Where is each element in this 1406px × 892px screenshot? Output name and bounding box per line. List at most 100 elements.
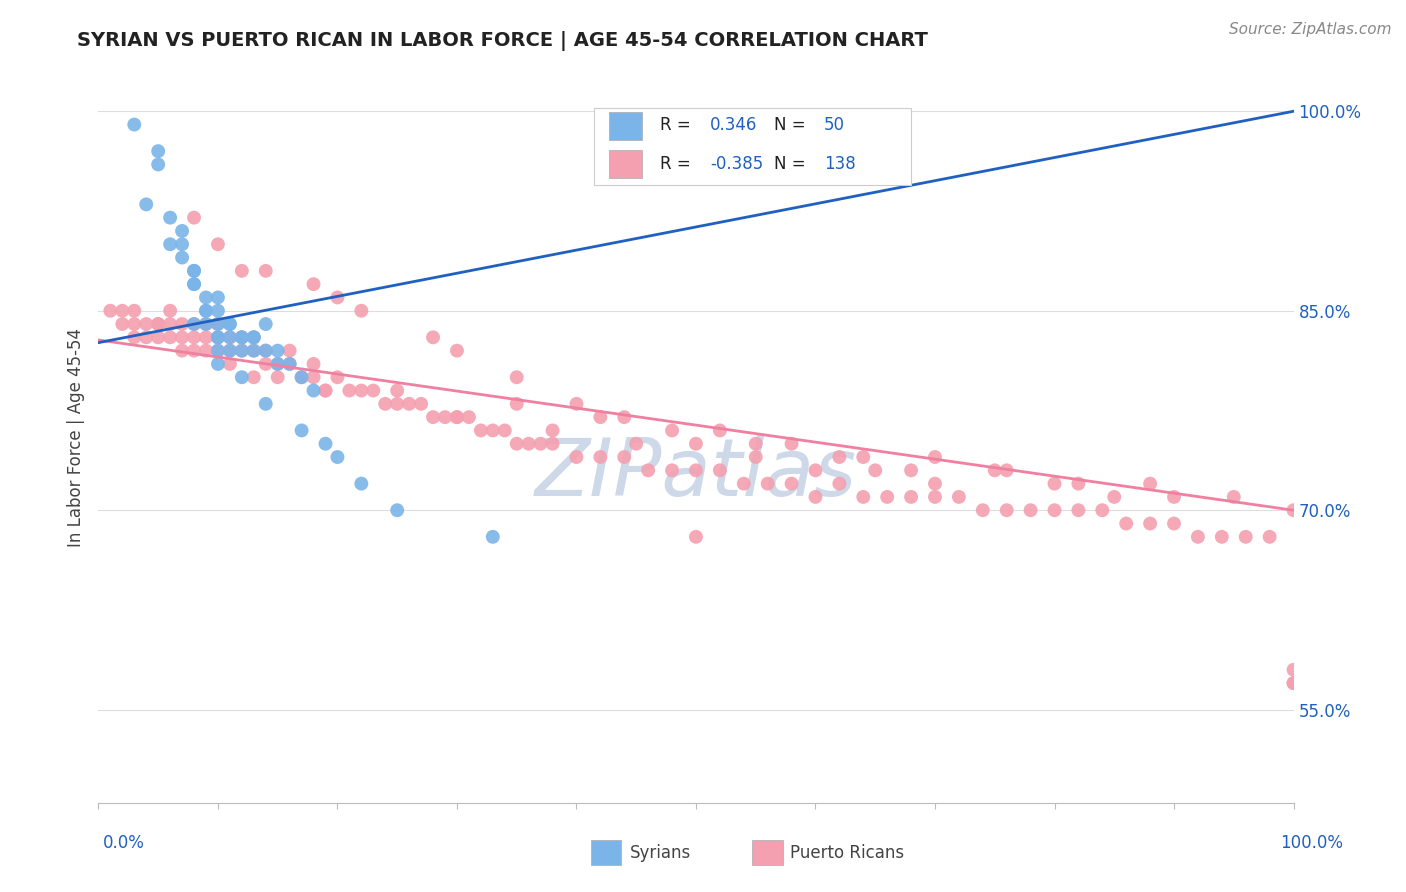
- Point: [326, 290, 349, 304]
- Point: [446, 343, 468, 358]
- Bar: [609, 112, 643, 140]
- Point: [291, 370, 314, 384]
- Text: N =: N =: [773, 154, 806, 172]
- Text: 0.346: 0.346: [710, 116, 758, 134]
- Point: [385, 384, 409, 398]
- Point: [350, 476, 373, 491]
- Point: [159, 317, 181, 331]
- Point: [709, 463, 731, 477]
- Point: [995, 463, 1018, 477]
- Point: [254, 343, 277, 358]
- Point: [172, 330, 194, 344]
- Point: [1163, 490, 1185, 504]
- Point: [124, 317, 146, 331]
- Point: [900, 463, 922, 477]
- Point: [254, 397, 277, 411]
- Point: [219, 330, 242, 344]
- Point: [159, 237, 181, 252]
- Point: [231, 343, 253, 358]
- Point: [1258, 530, 1281, 544]
- Point: [626, 436, 648, 450]
- Point: [207, 317, 229, 331]
- Point: [183, 343, 205, 358]
- Point: [267, 357, 290, 371]
- Point: [195, 330, 218, 344]
- Point: [172, 237, 194, 252]
- Point: [159, 211, 181, 225]
- Point: [1104, 490, 1126, 504]
- Point: [1067, 476, 1090, 491]
- Point: [924, 476, 946, 491]
- Point: [481, 530, 505, 544]
- Point: [530, 436, 553, 450]
- Point: [278, 357, 301, 371]
- Point: [243, 370, 266, 384]
- Point: [1187, 530, 1209, 544]
- Text: Puerto Ricans: Puerto Ricans: [790, 844, 904, 862]
- Point: [291, 370, 314, 384]
- Point: [828, 476, 851, 491]
- Point: [1282, 676, 1305, 690]
- Point: [506, 436, 529, 450]
- Point: [804, 490, 827, 504]
- Point: [661, 424, 683, 438]
- Text: -0.385: -0.385: [710, 154, 763, 172]
- Point: [972, 503, 994, 517]
- Point: [1043, 476, 1066, 491]
- Point: [1223, 490, 1246, 504]
- Point: [135, 317, 157, 331]
- Point: [326, 450, 349, 464]
- Point: [124, 118, 146, 132]
- Point: [1163, 516, 1185, 531]
- Point: [159, 303, 181, 318]
- Point: [1043, 503, 1066, 517]
- Text: Syrians: Syrians: [630, 844, 692, 862]
- Point: [315, 384, 337, 398]
- Point: [267, 370, 290, 384]
- Point: [207, 330, 229, 344]
- Point: [183, 211, 205, 225]
- Point: [183, 264, 205, 278]
- Point: [1282, 676, 1305, 690]
- Point: [148, 144, 170, 158]
- Point: [207, 303, 229, 318]
- Point: [1211, 530, 1233, 544]
- Point: [135, 197, 157, 211]
- Point: [470, 424, 492, 438]
- Point: [172, 343, 194, 358]
- Point: [446, 410, 468, 425]
- Point: [207, 317, 229, 331]
- Point: [219, 357, 242, 371]
- Point: [613, 450, 636, 464]
- Point: [458, 410, 481, 425]
- Point: [219, 330, 242, 344]
- Point: [172, 317, 194, 331]
- Point: [254, 343, 277, 358]
- Point: [374, 397, 396, 411]
- Point: [828, 450, 851, 464]
- Point: [231, 343, 253, 358]
- Point: [948, 490, 970, 504]
- Text: ZIPatlas: ZIPatlas: [534, 434, 858, 513]
- Point: [1282, 503, 1305, 517]
- Point: [613, 410, 636, 425]
- Point: [254, 317, 277, 331]
- Point: [709, 424, 731, 438]
- Point: [195, 343, 218, 358]
- Text: 50: 50: [824, 116, 845, 134]
- Point: [506, 370, 529, 384]
- Text: 100.0%: 100.0%: [1279, 834, 1343, 852]
- Point: [183, 277, 205, 292]
- Point: [398, 397, 420, 411]
- Point: [756, 476, 779, 491]
- Point: [494, 424, 516, 438]
- Point: [195, 303, 218, 318]
- Point: [589, 450, 612, 464]
- Point: [148, 317, 170, 331]
- Point: [924, 450, 946, 464]
- Point: [1139, 516, 1161, 531]
- Point: [219, 317, 242, 331]
- Point: [541, 436, 564, 450]
- Point: [1234, 530, 1257, 544]
- Point: [637, 463, 659, 477]
